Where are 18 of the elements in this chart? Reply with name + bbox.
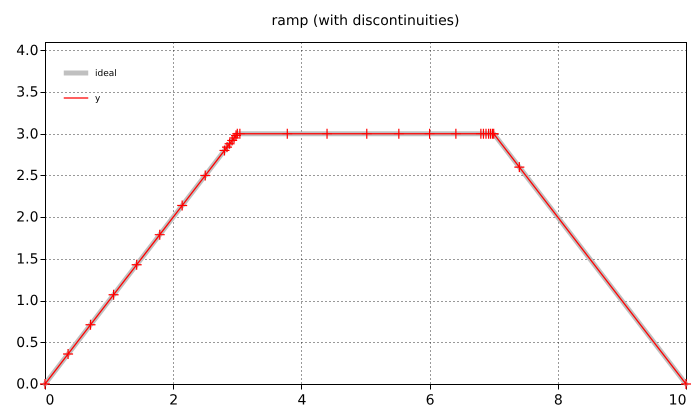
y-tick-label: 1.5 [16,251,38,268]
y-tick-label: 2.0 [16,210,38,226]
x-tick-label: 4 [297,392,306,408]
y-tick-label: 2.5 [16,168,38,184]
x-tick-label: 10 [668,392,686,408]
y-tick-label: 0.5 [16,334,38,351]
legend-label: y [95,94,101,104]
y-tick-label: 4.0 [16,42,38,59]
y-tick-label: 3.0 [16,126,38,142]
y-tick-label: 1.0 [16,293,38,310]
y-tick-label: 3.5 [16,84,38,101]
x-tick-label: 8 [554,392,563,408]
x-tick-label: 6 [426,392,435,408]
x-tick-label: 0 [46,392,54,408]
y-tick-label: 0.0 [16,376,38,392]
legend-label: ideal [95,69,117,79]
x-tick-label: 2 [169,392,178,408]
chart-title: ramp (with discontinuities) [272,13,460,29]
